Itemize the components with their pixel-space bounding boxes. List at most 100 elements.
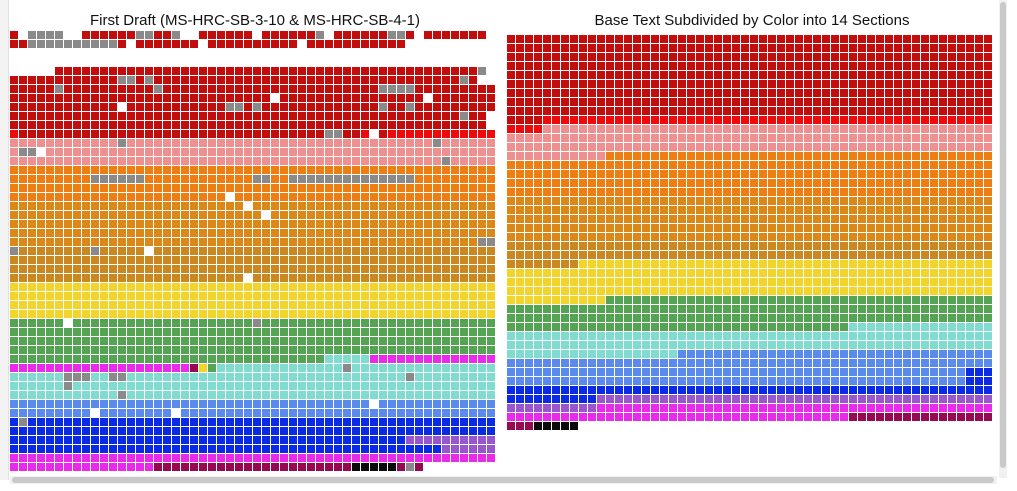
heatmap-cell xyxy=(948,386,956,394)
heatmap-cell xyxy=(885,206,893,214)
heatmap-cell xyxy=(91,157,99,165)
heatmap-cell xyxy=(687,161,695,169)
heatmap-cell xyxy=(768,152,776,160)
heatmap-cell xyxy=(561,269,569,277)
heatmap-cell xyxy=(289,184,297,192)
heatmap-cell xyxy=(984,224,992,232)
heatmap-cell xyxy=(307,175,315,183)
heatmap-cell xyxy=(831,107,839,115)
heatmap-cell xyxy=(91,364,99,372)
heatmap-cell xyxy=(687,404,695,412)
heatmap-cell xyxy=(73,256,81,264)
heatmap-cell xyxy=(226,400,234,408)
heatmap-cell xyxy=(28,274,36,282)
heatmap-cell xyxy=(307,301,315,309)
heatmap-cell xyxy=(199,148,207,156)
heatmap-cell xyxy=(552,242,560,250)
heatmap-cell xyxy=(352,346,360,354)
heatmap-cell xyxy=(109,148,117,156)
heatmap-cell xyxy=(795,287,803,295)
heatmap-cell xyxy=(19,193,27,201)
heatmap-cell xyxy=(352,202,360,210)
heatmap-cell xyxy=(930,377,938,385)
heatmap-cell xyxy=(966,80,974,88)
heatmap-cell xyxy=(451,373,459,381)
heatmap-cell xyxy=(127,454,135,462)
heatmap-cell xyxy=(352,337,360,345)
heatmap-cell xyxy=(244,391,252,399)
heatmap-cell xyxy=(271,265,279,273)
heatmap-cell xyxy=(172,202,180,210)
heatmap-cell xyxy=(723,269,731,277)
heatmap-cell xyxy=(361,40,369,48)
heatmap-cell xyxy=(37,400,45,408)
heatmap-cell xyxy=(606,278,614,286)
heatmap-cell xyxy=(82,274,90,282)
heatmap-cell xyxy=(723,62,731,70)
heatmap-cell xyxy=(966,179,974,187)
heatmap-row xyxy=(507,242,992,250)
heatmap-cell xyxy=(597,323,605,331)
heatmap-cell xyxy=(984,206,992,214)
heatmap-cell xyxy=(109,139,117,147)
heatmap-cell xyxy=(525,197,533,205)
heatmap-cell xyxy=(588,134,596,142)
heatmap-cell xyxy=(307,121,315,129)
heatmap-cell xyxy=(433,400,441,408)
heatmap-cell xyxy=(804,269,812,277)
heatmap-cell xyxy=(948,350,956,358)
heatmap-cell xyxy=(478,337,486,345)
heatmap-cell xyxy=(226,112,234,120)
heatmap-cell xyxy=(840,269,848,277)
heatmap-cell xyxy=(858,404,866,412)
heatmap-cell xyxy=(543,395,551,403)
heatmap-cell xyxy=(154,112,162,120)
heatmap-cell xyxy=(705,62,713,70)
heatmap-cell xyxy=(334,418,342,426)
heatmap-cell xyxy=(136,301,144,309)
heatmap-cell xyxy=(451,157,459,165)
heatmap-cell xyxy=(487,337,495,345)
heatmap-cell xyxy=(361,319,369,327)
heatmap-cell xyxy=(525,422,533,430)
heatmap-cell xyxy=(975,332,983,340)
heatmap-cell xyxy=(73,283,81,291)
heatmap-row xyxy=(507,125,992,133)
heatmap-cell xyxy=(199,400,207,408)
horizontal-scrollbar-thumb[interactable] xyxy=(12,477,994,483)
heatmap-cell xyxy=(82,166,90,174)
vertical-scrollbar[interactable] xyxy=(999,0,1007,478)
heatmap-cell xyxy=(822,89,830,97)
horizontal-scrollbar[interactable] xyxy=(10,476,997,484)
heatmap-cell xyxy=(516,395,524,403)
heatmap-cell xyxy=(154,94,162,102)
heatmap-cell xyxy=(424,436,432,444)
vertical-scrollbar-thumb[interactable] xyxy=(1000,2,1006,468)
heatmap-cell xyxy=(570,197,578,205)
heatmap-cell xyxy=(415,121,423,129)
heatmap-cell xyxy=(91,130,99,138)
heatmap-cell xyxy=(606,152,614,160)
heatmap-cell xyxy=(46,418,54,426)
heatmap-cell xyxy=(858,314,866,322)
heatmap-cell xyxy=(136,157,144,165)
heatmap-cell xyxy=(516,107,524,115)
heatmap-cell xyxy=(442,94,450,102)
heatmap-cell xyxy=(786,206,794,214)
heatmap-cell xyxy=(127,382,135,390)
heatmap-cell xyxy=(930,116,938,124)
heatmap-cell xyxy=(424,103,432,111)
heatmap-cell xyxy=(73,364,81,372)
heatmap-cell xyxy=(759,233,767,241)
heatmap-cell xyxy=(894,80,902,88)
heatmap-cell xyxy=(478,184,486,192)
heatmap-cell xyxy=(307,40,315,48)
heatmap-cell xyxy=(46,319,54,327)
heatmap-cell xyxy=(777,53,785,61)
heatmap-cell xyxy=(669,35,677,43)
heatmap-cell xyxy=(903,35,911,43)
heatmap-cell xyxy=(534,44,542,52)
heatmap-cell xyxy=(433,238,441,246)
heatmap-cell xyxy=(768,125,776,133)
heatmap-cell xyxy=(352,148,360,156)
